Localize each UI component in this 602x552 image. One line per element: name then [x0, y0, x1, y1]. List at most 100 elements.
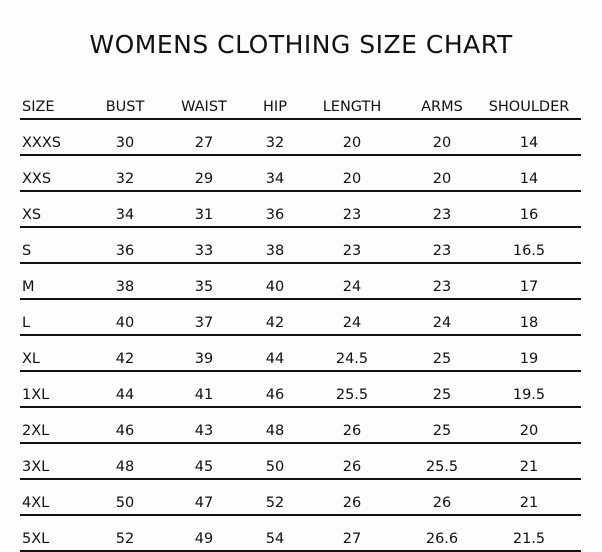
measurement-cell: 40 — [265, 279, 285, 295]
measurement-cell: 24 — [342, 279, 362, 295]
measurement-cell: 43 — [194, 423, 214, 439]
measurement-cell: 18 — [519, 315, 539, 331]
measurement-cell: 25 — [432, 387, 452, 403]
table-row: 5XL 52 49 54 27 26.6 21.5 — [20, 515, 581, 551]
measurement-cell: 34 — [265, 171, 285, 187]
measurement-cell: 26.6 — [425, 531, 459, 547]
column-header-hip: HIP — [263, 99, 287, 115]
size-label: 5XL — [22, 531, 50, 547]
measurement-cell: 36 — [115, 243, 135, 259]
measurement-cell: 30 — [115, 135, 135, 151]
measurement-cell: 25 — [432, 423, 452, 439]
measurement-cell: 21 — [519, 459, 539, 475]
measurement-cell: 54 — [265, 531, 285, 547]
table-row: XXXS 30 27 32 20 20 14 — [20, 119, 581, 155]
measurement-cell: 26 — [342, 495, 362, 511]
measurement-cell: 20 — [432, 135, 452, 151]
measurement-cell: 45 — [194, 459, 214, 475]
measurement-cell: 26 — [342, 423, 362, 439]
measurement-cell: 49 — [194, 531, 214, 547]
measurement-cell: 48 — [115, 459, 135, 475]
measurement-cell: 32 — [115, 171, 135, 187]
measurement-cell: 20 — [519, 423, 539, 439]
column-header-waist: WAIST — [181, 99, 227, 115]
column-header-arms: ARMS — [421, 99, 463, 115]
table-row: 1XL 44 41 46 25.5 25 19.5 — [20, 371, 581, 407]
measurement-cell: 20 — [432, 171, 452, 187]
measurement-cell: 44 — [265, 351, 285, 367]
measurement-cell: 42 — [265, 315, 285, 331]
size-label: XXXS — [22, 135, 62, 151]
header-row: SIZE BUST WAIST HIP LENGTH ARMS SHOULDER — [20, 88, 581, 119]
measurement-cell: 23 — [342, 207, 362, 223]
measurement-cell: 38 — [265, 243, 285, 259]
measurement-cell: 48 — [265, 423, 285, 439]
measurement-cell: 19.5 — [512, 387, 546, 403]
measurement-cell: 35 — [194, 279, 214, 295]
size-label: M — [22, 279, 35, 295]
column-header-size: SIZE — [22, 99, 55, 115]
measurement-cell: 34 — [115, 207, 135, 223]
measurement-cell: 41 — [194, 387, 214, 403]
measurement-cell: 27 — [194, 135, 214, 151]
measurement-cell: 31 — [194, 207, 214, 223]
measurement-cell: 37 — [194, 315, 214, 331]
measurement-cell: 14 — [519, 171, 539, 187]
column-header-bust: BUST — [105, 99, 145, 115]
size-label: L — [22, 315, 31, 331]
table-row: XXS 32 29 34 20 20 14 — [20, 155, 581, 191]
measurement-cell: 23 — [432, 279, 452, 295]
measurement-cell: 25.5 — [425, 459, 459, 475]
size-label: 4XL — [22, 495, 50, 511]
table-row: S 36 33 38 23 23 16.5 — [20, 227, 581, 263]
size-label: 3XL — [22, 459, 50, 475]
measurement-cell: 36 — [265, 207, 285, 223]
table-row: 4XL 50 47 52 26 26 21 — [20, 479, 581, 515]
size-label: 2XL — [22, 423, 50, 439]
measurement-cell: 27 — [342, 531, 362, 547]
column-header-shoulder: SHOULDER — [488, 99, 570, 115]
measurement-cell: 46 — [265, 387, 285, 403]
measurement-cell: 16 — [519, 207, 539, 223]
measurement-cell: 29 — [194, 171, 214, 187]
measurement-cell: 21 — [519, 495, 539, 511]
size-label: XS — [22, 207, 42, 223]
measurement-cell: 19 — [519, 351, 539, 367]
measurement-cell: 24.5 — [335, 351, 369, 367]
size-chart-table: SIZE BUST WAIST HIP LENGTH ARMS SHOULDER XXXS 3… — [20, 88, 581, 552]
table-row: M 38 35 40 24 23 17 — [20, 263, 581, 299]
measurement-cell: 14 — [519, 135, 539, 151]
size-label: S — [22, 243, 32, 259]
measurement-cell: 33 — [194, 243, 214, 259]
size-label: XL — [22, 351, 41, 367]
measurement-cell: 50 — [265, 459, 285, 475]
measurement-cell: 44 — [115, 387, 135, 403]
measurement-cell: 24 — [342, 315, 362, 331]
measurement-cell: 25 — [432, 351, 452, 367]
measurement-cell: 52 — [265, 495, 285, 511]
measurement-cell: 38 — [115, 279, 135, 295]
measurement-cell: 17 — [519, 279, 539, 295]
table-row: 2XL 46 43 48 26 25 20 — [20, 407, 581, 443]
measurement-cell: 50 — [115, 495, 135, 511]
measurement-cell: 20 — [342, 135, 362, 151]
page-title: WOMENS CLOTHING SIZE CHART — [89, 30, 513, 59]
measurement-cell: 32 — [265, 135, 285, 151]
measurement-cell: 23 — [432, 207, 452, 223]
measurement-cell: 26 — [432, 495, 452, 511]
measurement-cell: 39 — [194, 351, 214, 367]
size-label: 1XL — [22, 387, 50, 403]
table-row: XS 34 31 36 23 23 16 — [20, 191, 581, 227]
measurement-cell: 25.5 — [335, 387, 369, 403]
size-label: XXS — [22, 171, 52, 187]
measurement-cell: 21.5 — [512, 531, 546, 547]
measurement-cell: 23 — [342, 243, 362, 259]
measurement-cell: 46 — [115, 423, 135, 439]
measurement-cell: 23 — [432, 243, 452, 259]
measurement-cell: 47 — [194, 495, 214, 511]
column-header-length: LENGTH — [322, 99, 382, 115]
measurement-cell: 20 — [342, 171, 362, 187]
table-row: 3XL 48 45 50 26 25.5 21 — [20, 443, 581, 479]
table-row: XL 42 39 44 24.5 25 19 — [20, 335, 581, 371]
measurement-cell: 52 — [115, 531, 135, 547]
